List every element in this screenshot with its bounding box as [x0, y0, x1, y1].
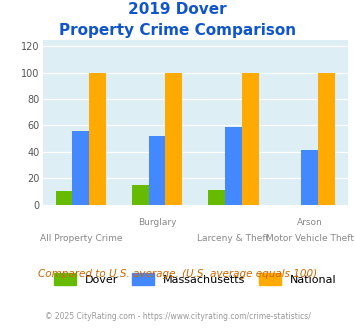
Text: All Property Crime: All Property Crime: [39, 234, 122, 243]
Bar: [225, 127, 242, 205]
Bar: [132, 185, 149, 205]
Text: Property Crime Comparison: Property Crime Comparison: [59, 23, 296, 38]
Bar: [149, 136, 165, 205]
Text: © 2025 CityRating.com - https://www.cityrating.com/crime-statistics/: © 2025 CityRating.com - https://www.city…: [45, 312, 310, 321]
Text: 2019 Dover: 2019 Dover: [128, 2, 227, 16]
Text: Larceny & Theft: Larceny & Theft: [197, 234, 269, 243]
Bar: [72, 131, 89, 205]
Bar: [89, 73, 106, 205]
Text: Arson: Arson: [297, 218, 323, 227]
Bar: [165, 73, 182, 205]
Bar: [242, 73, 258, 205]
Bar: [301, 150, 318, 205]
Legend: Dover, Massachusetts, National: Dover, Massachusetts, National: [54, 273, 337, 285]
Text: Burglary: Burglary: [138, 218, 176, 227]
Bar: [56, 191, 72, 205]
Bar: [318, 73, 335, 205]
Text: Motor Vehicle Theft: Motor Vehicle Theft: [266, 234, 354, 243]
Text: Compared to U.S. average. (U.S. average equals 100): Compared to U.S. average. (U.S. average …: [38, 269, 317, 279]
Bar: [208, 190, 225, 205]
